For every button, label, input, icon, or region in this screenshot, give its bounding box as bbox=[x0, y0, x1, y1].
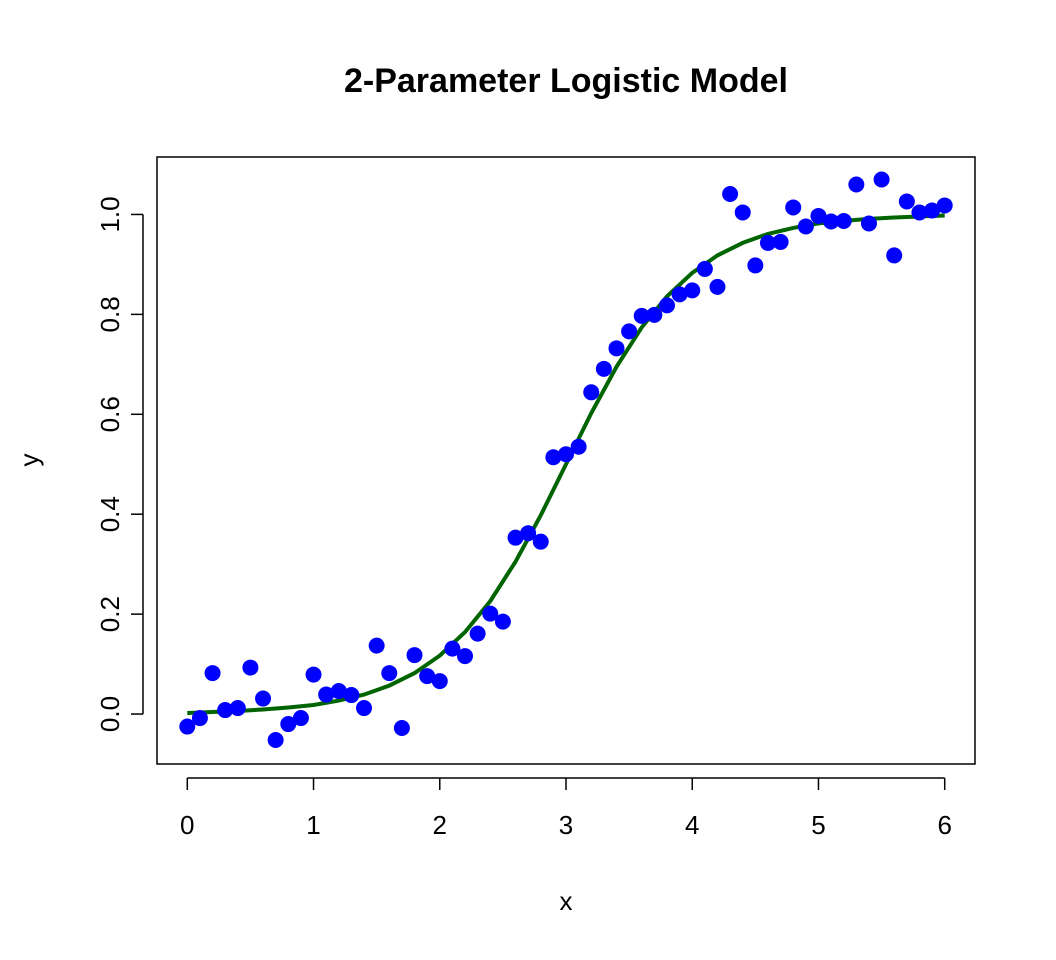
data-point bbox=[696, 260, 713, 277]
data-point bbox=[292, 710, 309, 727]
data-point bbox=[860, 215, 877, 232]
x-tick-label: 0 bbox=[180, 810, 194, 840]
data-point bbox=[772, 233, 789, 250]
data-point bbox=[545, 449, 562, 466]
data-point bbox=[381, 665, 398, 682]
data-point bbox=[583, 384, 600, 401]
y-axis: 0.0 0.2 0.4 0.6 0.8 1.0 bbox=[95, 196, 144, 732]
y-axis-label: y bbox=[14, 454, 44, 467]
data-point bbox=[734, 204, 751, 221]
data-point bbox=[217, 702, 234, 719]
data-point bbox=[911, 204, 928, 221]
data-point bbox=[191, 710, 208, 727]
data-point bbox=[469, 625, 486, 642]
data-point bbox=[532, 533, 549, 550]
data-point bbox=[924, 202, 941, 219]
data-point bbox=[684, 282, 701, 299]
data-point bbox=[267, 732, 284, 749]
data-point bbox=[507, 529, 524, 546]
y-tick-label: 0.2 bbox=[95, 596, 125, 632]
data-point bbox=[204, 665, 221, 682]
data-point bbox=[280, 716, 297, 733]
data-point bbox=[608, 340, 625, 357]
data-point bbox=[797, 218, 814, 235]
x-axis-label: x bbox=[560, 886, 573, 916]
data-point bbox=[823, 213, 840, 230]
y-tick-label: 0.8 bbox=[95, 296, 125, 332]
data-point bbox=[356, 700, 373, 717]
data-point bbox=[621, 323, 638, 340]
data-point bbox=[444, 640, 461, 657]
data-point bbox=[570, 438, 587, 455]
data-point bbox=[368, 637, 385, 654]
data-point bbox=[255, 690, 272, 707]
x-tick-label: 6 bbox=[937, 810, 951, 840]
data-point bbox=[759, 234, 776, 251]
data-point bbox=[936, 197, 953, 214]
data-point bbox=[393, 720, 410, 737]
plot-frame bbox=[156, 156, 976, 765]
x-tick-label: 3 bbox=[559, 810, 573, 840]
data-point bbox=[482, 605, 499, 622]
data-point bbox=[722, 185, 739, 202]
data-point bbox=[558, 446, 574, 463]
data-point bbox=[343, 687, 360, 704]
data-point bbox=[431, 673, 448, 690]
data-point bbox=[330, 683, 347, 700]
x-tick-label: 2 bbox=[433, 810, 447, 840]
x-tick-label: 4 bbox=[685, 810, 699, 840]
data-points bbox=[179, 171, 953, 749]
x-tick-label: 5 bbox=[811, 810, 825, 840]
data-point bbox=[835, 212, 852, 229]
y-tick-label: 0.6 bbox=[95, 396, 125, 432]
x-axis: 0 1 2 3 4 5 6 bbox=[180, 777, 952, 840]
data-point bbox=[873, 171, 890, 188]
data-point bbox=[457, 648, 474, 665]
data-point bbox=[179, 718, 196, 735]
y-tick-label: 1.0 bbox=[95, 196, 125, 232]
chart-title: 2-Parameter Logistic Model bbox=[344, 62, 788, 100]
data-point bbox=[494, 613, 511, 630]
data-point bbox=[229, 700, 246, 717]
data-point bbox=[658, 297, 675, 314]
y-tick-label: 0.4 bbox=[95, 496, 125, 532]
data-point bbox=[785, 199, 802, 216]
y-tick-label: 0.0 bbox=[95, 696, 125, 732]
data-point bbox=[242, 659, 259, 676]
data-point bbox=[810, 207, 827, 224]
data-point bbox=[633, 307, 650, 324]
data-point bbox=[595, 360, 612, 377]
data-point bbox=[520, 525, 537, 542]
data-point bbox=[646, 306, 663, 323]
data-point bbox=[406, 647, 423, 664]
data-point bbox=[886, 247, 903, 264]
data-point bbox=[305, 666, 322, 683]
data-point bbox=[671, 286, 688, 303]
data-point bbox=[318, 686, 335, 703]
data-point bbox=[898, 193, 915, 210]
x-tick-label: 1 bbox=[306, 810, 320, 840]
data-point bbox=[709, 278, 726, 295]
data-point bbox=[747, 257, 764, 274]
data-point bbox=[848, 176, 865, 193]
fitted-curve bbox=[187, 213, 945, 715]
data-point bbox=[419, 668, 436, 685]
